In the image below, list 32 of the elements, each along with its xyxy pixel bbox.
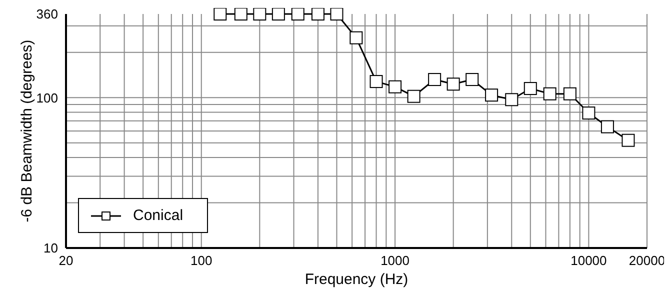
point [370, 75, 383, 88]
point [524, 82, 537, 96]
point [350, 31, 363, 44]
point [582, 106, 596, 120]
point [485, 88, 498, 102]
point [388, 80, 402, 94]
point [428, 73, 442, 86]
y-tick-label: 10 [44, 240, 58, 256]
x-tick-label: 10000 [570, 253, 607, 268]
point [311, 8, 324, 20]
x-tick-label: 20 [58, 253, 74, 268]
point [272, 8, 285, 20]
point [505, 93, 518, 106]
y-tick-label: 100 [36, 90, 58, 106]
point [563, 87, 576, 100]
point [253, 8, 266, 20]
point [543, 87, 556, 100]
x-tick-label: 100 [190, 253, 212, 268]
point [407, 90, 420, 103]
point [234, 8, 248, 20]
point [466, 73, 479, 86]
x-tick-label: 1000 [380, 253, 410, 268]
x-axis-title: Frequency (Hz) [304, 271, 408, 288]
point [600, 120, 614, 134]
point [446, 78, 460, 91]
legend-box: Conical [78, 198, 208, 233]
y-axis-title: -6 dB Beamwidth (degrees) [18, 40, 36, 222]
y-tick-label: 360 [36, 6, 58, 22]
legend-label: Conical [133, 207, 184, 224]
point [622, 134, 635, 147]
point [291, 8, 304, 20]
point [330, 8, 344, 20]
